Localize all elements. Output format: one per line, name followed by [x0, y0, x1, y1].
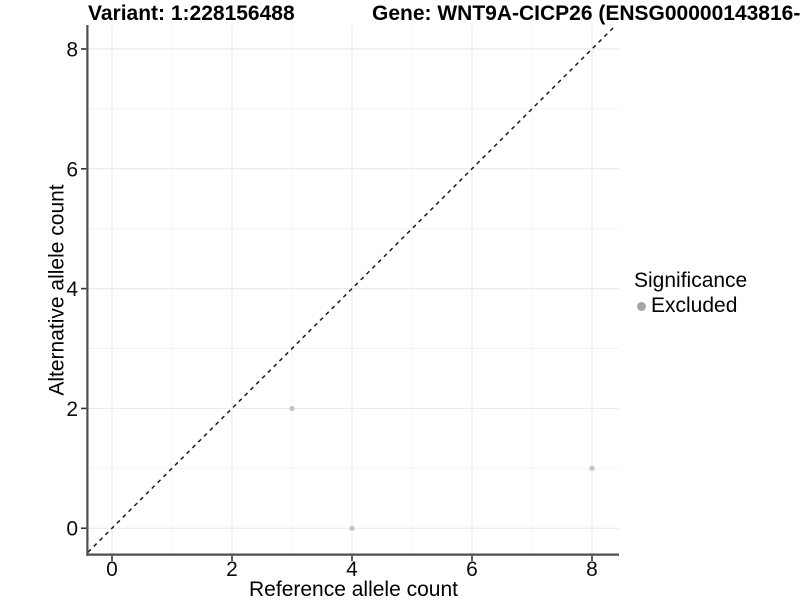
axis-tick-labels: 0 2 4 6 8 0 2 4 6 8 [66, 38, 598, 581]
identity-dashed-line [87, 24, 617, 553]
tick-label: 2 [66, 398, 78, 421]
legend-title: Significance [634, 269, 748, 292]
tick-label: 0 [106, 558, 118, 581]
tick-label: 8 [586, 558, 598, 581]
data-points-layer [289, 405, 595, 531]
tick-label: 4 [66, 278, 78, 301]
y-axis-title: Alternative allele count [45, 184, 69, 396]
data-point [589, 465, 595, 471]
data-point [289, 405, 295, 412]
x-axis-title: Reference allele count [249, 578, 458, 600]
tick-label: 6 [66, 158, 78, 181]
legend-item-excluded: Excluded [634, 295, 747, 317]
tick-label: 4 [346, 558, 358, 581]
legend: Significance Excluded [634, 269, 747, 317]
tick-label: 2 [226, 558, 238, 581]
legend-item-label: Excluded [651, 294, 738, 317]
tick-label: 0 [66, 518, 78, 541]
excluded-point-icon [637, 301, 646, 311]
tick-label: 6 [466, 558, 478, 581]
data-point [349, 525, 355, 531]
minor-gridlines [88, 25, 619, 554]
tick-label: 8 [66, 38, 78, 61]
gene-title: Gene: WNT9A-CICP26 (ENSG00000143816-EN [372, 2, 800, 25]
variant-title: Variant: 1:228156488 [88, 2, 295, 25]
axis-tick-marks [81, 48, 593, 561]
axis-lines [86, 25, 619, 556]
major-gridlines [88, 25, 619, 554]
